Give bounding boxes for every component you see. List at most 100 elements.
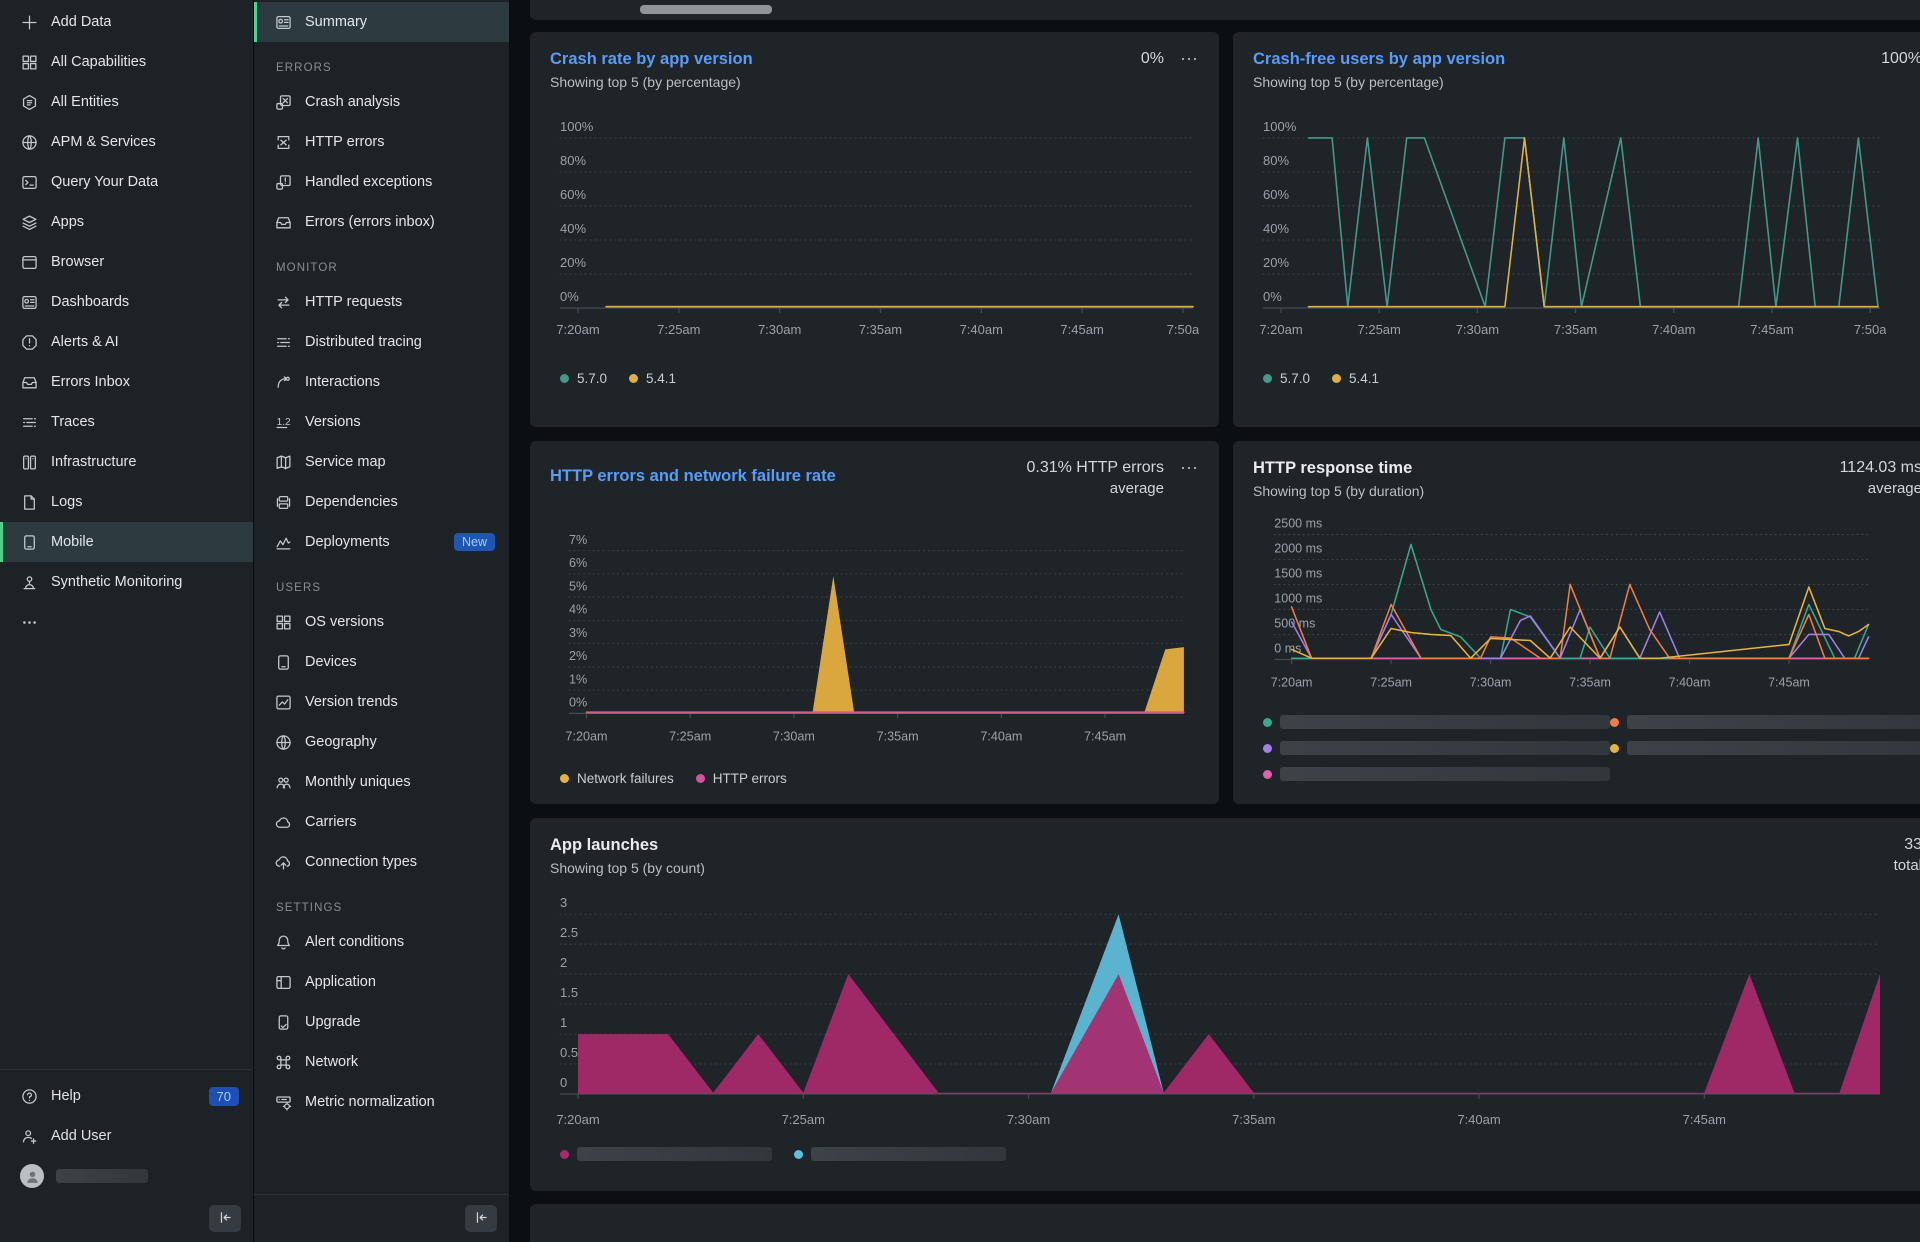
sidebar-item-errors-errors-inbox[interactable]: Errors (errors inbox) (254, 202, 509, 242)
legend-item[interactable]: 5.4.1 (1332, 371, 1379, 386)
sidebar-item-label: Query Your Data (51, 174, 159, 190)
phone-icon (20, 534, 38, 551)
legend-item[interactable]: HTTP errors (695, 771, 787, 786)
sidebar-item-service-map[interactable]: Service map (254, 442, 509, 482)
legend-item[interactable] (794, 1147, 1006, 1161)
section-title: SETTINGS (276, 902, 343, 914)
phone-icon (274, 654, 292, 671)
sidebar-item-label: Service map (305, 454, 386, 470)
http-response-chart: 2500 ms 2000 ms 1500 ms 1000 ms 500 ms 0 ms 7:… (1271, 517, 1870, 689)
collapse-secondary-sidebar-button[interactable] (465, 1205, 497, 1232)
svg-text:100%: 100% (560, 119, 594, 134)
help-item[interactable]: Help 70 (0, 1076, 253, 1116)
sidebar-item-mobile[interactable]: Mobile (0, 522, 253, 562)
sidebar-item-apps[interactable]: Apps (0, 202, 253, 242)
sidebar-item-all-entities[interactable]: All Entities (0, 82, 253, 122)
sidebar-item-dependencies[interactable]: Dependencies (254, 482, 509, 522)
sidebar-item-traces[interactable]: Traces (0, 402, 253, 442)
inbox-icon (274, 214, 292, 231)
sidebar-item-infrastructure[interactable]: Infrastructure (0, 442, 253, 482)
sidebar-item-devices[interactable]: Devices (254, 642, 509, 682)
legend-item[interactable]: Network failures (560, 771, 674, 786)
legend-item[interactable]: 5.7.0 (1263, 371, 1310, 386)
sidebar-item-distributed-tracing[interactable]: Distributed tracing (254, 322, 509, 362)
svg-text:7:25am: 7:25am (1370, 675, 1412, 689)
sidebar-item-apm-services[interactable]: APM & Services (0, 122, 253, 162)
hexlist-icon (20, 94, 38, 111)
help-icon (20, 1088, 38, 1105)
sidebar-item-version-trends[interactable]: Version trends (254, 682, 509, 722)
sidebar-item-dashboards[interactable]: Dashboards (0, 282, 253, 322)
legend-item[interactable] (560, 1147, 772, 1161)
secondary-sidebar: Summary ERRORS Crash analysis HTTP errors Ha… (254, 0, 510, 1242)
sidebar-item-network[interactable]: Network (254, 1042, 509, 1082)
sidebar-item-deployments[interactable]: Deployments New (254, 522, 509, 562)
http-response-card: HTTP response time Showing top 5 (by dur… (1233, 441, 1920, 804)
legend-label: 5.4.1 (646, 371, 677, 386)
legend-item[interactable] (1263, 762, 1610, 786)
sidebar-item-connection-types[interactable]: Connection types (254, 842, 509, 882)
legend-item[interactable] (1263, 736, 1610, 760)
card-menu-icon[interactable]: ⋯ (1180, 458, 1199, 478)
sidebar-item-os-versions[interactable]: OS versions (254, 602, 509, 642)
legend-item[interactable]: 5.4.1 (629, 371, 676, 386)
people-icon (274, 774, 292, 791)
http-errors-title[interactable]: HTTP errors and network failure rate (550, 467, 836, 485)
sidebar-item-http-requests[interactable]: HTTP requests (254, 282, 509, 322)
card-header: App launches Showing top 5 (by count) 33… (550, 836, 1920, 876)
svg-text:0%: 0% (1263, 289, 1282, 304)
cloud-icon (274, 814, 292, 831)
sidebar-item-errors-inbox[interactable]: Errors Inbox (0, 362, 253, 402)
sidebar-item-metric-normalization[interactable]: Metric normalization (254, 1082, 509, 1122)
crash-free-chart: 100% 80% 60% 40% 20% 0% 7:20am 7:25am 7:30am 7:35… (1259, 119, 1886, 337)
app-launches-subtitle: Showing top 5 (by count) (550, 860, 705, 876)
app-launches-value-sub: total (1893, 857, 1920, 874)
cloudup-icon (274, 854, 292, 871)
sidebar-item-http-errors[interactable]: HTTP errors (254, 122, 509, 162)
sidebar-item-handled-exceptions[interactable]: Handled exceptions (254, 162, 509, 202)
svg-text:80%: 80% (1263, 153, 1289, 168)
sidebar-item-upgrade[interactable]: Upgrade (254, 1002, 509, 1042)
app-launches-legend (550, 1147, 1920, 1161)
crash-rate-title[interactable]: Crash rate by app version (550, 50, 753, 68)
sidebar-item-alert-conditions[interactable]: Alert conditions (254, 922, 509, 962)
sidebar-item-crash-analysis[interactable]: Crash analysis (254, 82, 509, 122)
sidebar-item-synthetic-monitoring[interactable]: Synthetic Monitoring (0, 562, 253, 602)
legend-dot (695, 774, 705, 783)
sidebar-item-interactions[interactable]: Interactions (254, 362, 509, 402)
legend-item[interactable]: 5.7.0 (560, 371, 607, 386)
sidebar-item-geography[interactable]: Geography (254, 722, 509, 762)
legend-item[interactable] (1263, 710, 1610, 734)
http-response-legend (1253, 710, 1920, 786)
add-user-item[interactable]: Add User (0, 1116, 253, 1156)
sidebar-item-add-data[interactable]: Add Data (0, 2, 253, 42)
sidebar-item-label: Logs (51, 494, 83, 510)
sidebar-item-label: Network (305, 1054, 359, 1070)
sidebar-item-monthly-uniques[interactable]: Monthly uniques (254, 762, 509, 802)
sidebar-item-summary[interactable]: Summary (254, 2, 509, 42)
sidebar-item-logs[interactable]: Logs (0, 482, 253, 522)
sidebar-item-application[interactable]: Application (254, 962, 509, 1002)
sidebar-item-browser[interactable]: Browser (0, 242, 253, 282)
svg-text:1%: 1% (569, 672, 587, 686)
sidebar-item-label: Alerts & AI (51, 334, 119, 350)
legend-item[interactable] (1610, 736, 1920, 760)
sidebar-item-carriers[interactable]: Carriers (254, 802, 509, 842)
http-errors-chart: 7% 6% 5% 4% 3% 2% 1% 0% 7:20am 7:25am 7:30am 7:35am… (565, 533, 1185, 744)
svg-text:2000 ms: 2000 ms (1274, 542, 1322, 556)
sidebar-item-all-capabilities[interactable]: All Capabilities (0, 42, 253, 82)
collapse-primary-sidebar-button[interactable] (209, 1205, 241, 1232)
sidebar-item-query-your-data[interactable]: Query Your Data (0, 162, 253, 202)
primary-sidebar-footer: Help 70 Add User (0, 1069, 253, 1196)
legend-dot (560, 1149, 569, 1159)
card-menu-icon[interactable]: ⋯ (1180, 49, 1199, 69)
sidebar-item-alerts-ai[interactable]: Alerts & AI (0, 322, 253, 362)
legend-item[interactable] (1610, 710, 1920, 734)
sidebar-item-more[interactable] (0, 602, 253, 642)
redacted-legend-label (1627, 741, 1920, 755)
sidebar-item-versions[interactable]: 1.2 Versions (254, 402, 509, 442)
card-header: HTTP errors and network failure rate 0.3… (550, 459, 1199, 497)
crash-free-title[interactable]: Crash-free users by app version (1253, 50, 1506, 68)
user-row[interactable] (0, 1156, 253, 1196)
sidebar-item-label: Dashboards (51, 294, 130, 310)
